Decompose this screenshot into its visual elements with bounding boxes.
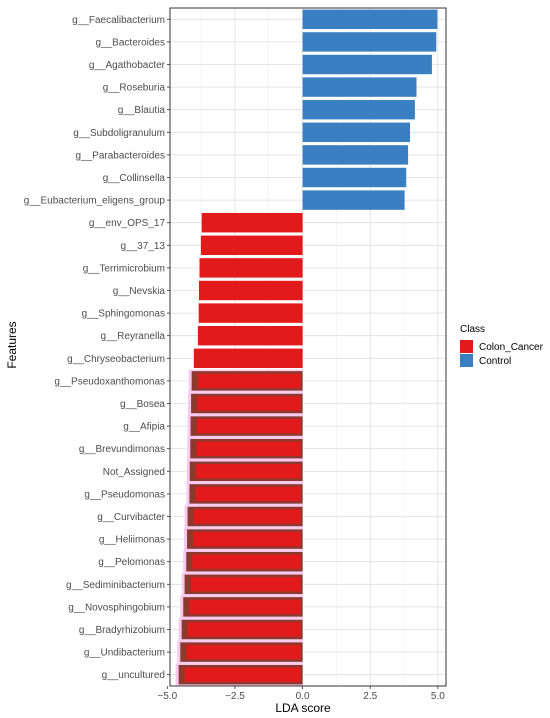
y-tick-label: g__Subdoligranulum — [73, 128, 165, 139]
y-tick-label: g__Pelomonas — [98, 557, 165, 568]
bar-inner — [193, 531, 301, 547]
y-tick-label: Not_Assigned — [103, 467, 165, 478]
bar-inner — [186, 644, 301, 660]
y-tick-label: g__Agathobacter — [89, 60, 166, 71]
x-tick-label: 0.0 — [296, 691, 310, 702]
x-axis-title: LDA score — [275, 701, 331, 715]
y-tick-label: g__Sphingomonas — [82, 309, 165, 320]
bar — [302, 99, 415, 120]
bar — [302, 54, 432, 75]
y-axis-title: Features — [5, 321, 19, 368]
y-tick-label: g__Pseudoxanthomonas — [54, 376, 165, 387]
bar-inner — [196, 441, 301, 456]
bar — [193, 348, 303, 369]
y-tick-label: g__Faecalibacterium — [72, 15, 165, 26]
y-tick-label: g__Bacteroides — [96, 37, 166, 48]
bar — [302, 167, 407, 188]
bar — [198, 303, 303, 323]
panel-border — [169, 7, 447, 687]
bar — [198, 280, 303, 301]
bar-inner — [195, 464, 301, 479]
y-axis: g__Faecalibacterium g__Bacteroides g__Agat… — [24, 15, 170, 681]
legend-swatch — [460, 354, 473, 367]
bar-inner — [184, 667, 301, 682]
y-tick-label: g__Brevundimonas — [79, 444, 165, 455]
legend-title: Class — [460, 324, 485, 335]
y-tick-label: g__Parabacteroides — [75, 150, 165, 161]
x-tick-label: 5.0 — [431, 691, 445, 702]
bar — [302, 190, 405, 210]
bar — [302, 77, 417, 97]
legend-label: Control — [479, 356, 511, 367]
bar-inner — [187, 622, 301, 637]
y-tick-label: g__Nevskia — [113, 286, 166, 297]
bar — [302, 145, 409, 165]
y-tick-label: g__uncultured — [102, 670, 165, 681]
y-tick-label: g__Terrimicrobium — [83, 263, 165, 274]
legend-swatch — [460, 340, 473, 353]
bar — [302, 32, 437, 52]
y-tick-label: g__Bradyrhizobium — [79, 625, 165, 636]
bar-inner — [193, 509, 301, 524]
bar-inner — [197, 396, 301, 411]
bar — [201, 212, 303, 233]
y-tick-label: g__Afipia — [123, 422, 165, 433]
legend-label: Colon_Cancer — [479, 342, 544, 353]
bar — [199, 258, 303, 278]
y-tick-label: g__Chryseobacterium — [67, 354, 165, 365]
y-tick-label: g__env_OPS_17 — [89, 218, 166, 229]
y-tick-label: g__Novosphingobium — [68, 602, 165, 613]
y-tick-label: g__Roseburia — [103, 83, 166, 94]
x-axis: −5.0 −2.5 0.0 2.5 5.0 — [157, 686, 445, 702]
bar — [302, 9, 438, 30]
bar-inner — [192, 554, 301, 569]
legend: Class Colon_Cancer Control — [460, 324, 544, 367]
y-tick-label: g__Heliimonas — [99, 535, 165, 546]
x-tick-label: −5.0 — [157, 691, 177, 702]
y-tick-label: g__Undibacterium — [84, 648, 165, 659]
y-tick-label: g__Eubacterium_eligens_group — [24, 196, 166, 207]
bars — [175, 9, 438, 686]
y-tick-label: g__Pseudomonas — [84, 489, 165, 500]
y-tick-label: g__Reyranella — [101, 331, 166, 342]
bar-inner — [196, 418, 301, 434]
y-tick-label: g__Bosea — [120, 399, 165, 410]
y-tick-label: g__Curvibacter — [97, 512, 165, 523]
y-tick-label: g__Collinsella — [103, 173, 166, 184]
y-tick-label: g__37_13 — [121, 241, 166, 252]
x-tick-label: 2.5 — [363, 691, 377, 702]
bar-inner — [195, 486, 301, 502]
bar-inner — [197, 373, 301, 389]
bar — [302, 122, 411, 143]
y-tick-label: g__Sediminibacterium — [66, 580, 165, 591]
bar-inner — [189, 599, 301, 615]
x-tick-label: −2.5 — [225, 691, 245, 702]
bar — [197, 325, 303, 346]
bar — [200, 235, 303, 256]
y-tick-label: g__Blautia — [118, 105, 166, 116]
bar-inner — [190, 577, 301, 592]
